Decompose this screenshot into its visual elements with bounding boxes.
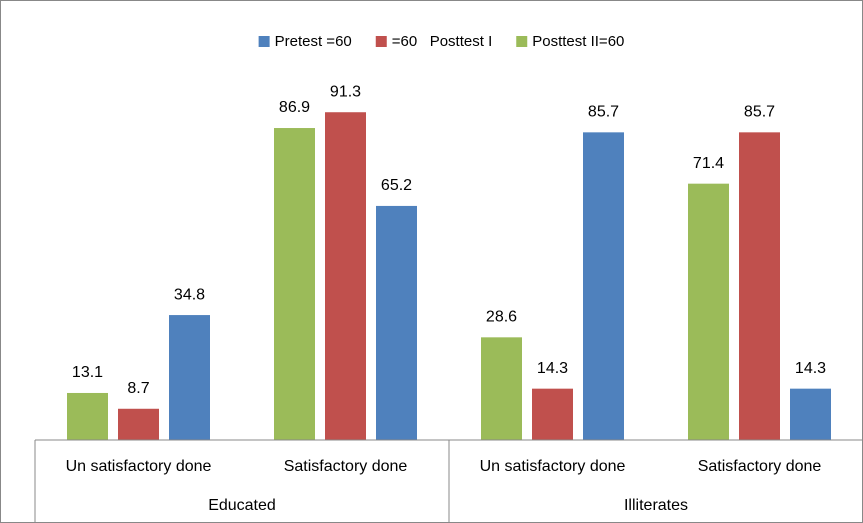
legend-label: Pretest =60 xyxy=(275,33,352,50)
bar xyxy=(274,128,315,441)
data-label: 28.6 xyxy=(486,309,517,326)
legend-label: Posttest II=60 xyxy=(532,33,624,50)
bar xyxy=(790,388,831,440)
data-label: 85.7 xyxy=(744,104,775,121)
data-label: 85.7 xyxy=(588,104,619,121)
group-label: Illiterates xyxy=(624,497,688,514)
legend: Pretest =60 =60 Posttest I Posttest II=60 xyxy=(258,33,624,50)
legend-label: =60 Posttest I xyxy=(392,33,492,50)
data-label: 14.3 xyxy=(537,360,568,377)
bar xyxy=(118,408,159,440)
bar xyxy=(688,183,729,440)
bar xyxy=(583,132,624,440)
data-label: 34.8 xyxy=(174,286,205,303)
x-tick-label: Satisfactory done xyxy=(284,458,408,475)
legend-swatch xyxy=(375,36,387,47)
data-label: 8.7 xyxy=(127,380,149,397)
bar xyxy=(325,112,366,440)
data-label: 13.1 xyxy=(72,364,103,381)
bar xyxy=(739,132,780,440)
bar xyxy=(169,315,210,440)
data-label: 71.4 xyxy=(693,155,724,172)
x-tick-label: Satisfactory done xyxy=(698,458,822,475)
bar xyxy=(481,337,522,440)
data-label: 14.3 xyxy=(795,360,826,377)
x-tick-label: Un satisfactory done xyxy=(66,458,212,475)
bar xyxy=(67,392,108,440)
data-label: 91.3 xyxy=(330,83,361,100)
legend-swatch xyxy=(258,36,270,47)
data-label: 65.2 xyxy=(381,177,412,194)
bar xyxy=(376,205,417,440)
legend-swatch xyxy=(516,36,528,47)
x-tick-label: Un satisfactory done xyxy=(480,458,626,475)
bar xyxy=(532,388,573,440)
group-label: Educated xyxy=(208,497,276,514)
data-label: 86.9 xyxy=(279,99,310,116)
